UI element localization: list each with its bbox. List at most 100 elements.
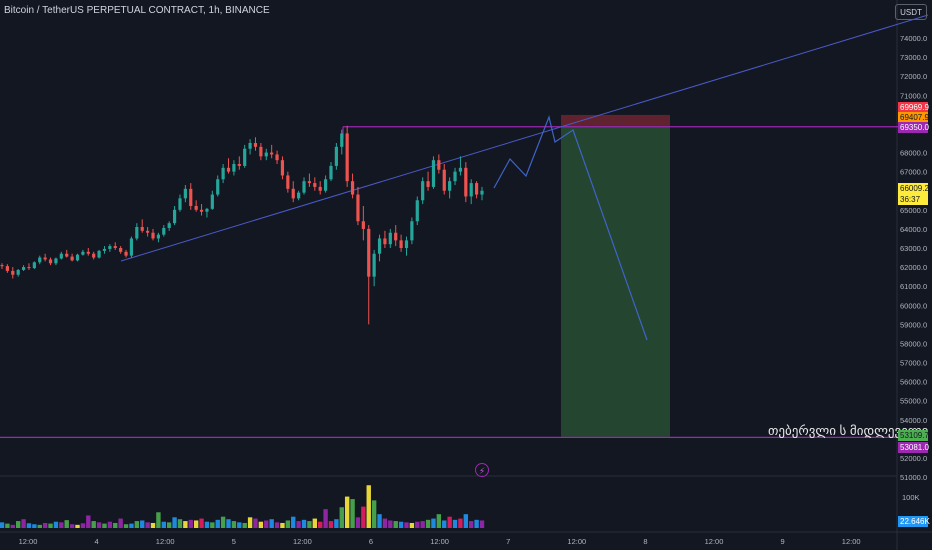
candle bbox=[356, 186, 360, 226]
candle bbox=[135, 223, 139, 241]
candle bbox=[16, 269, 20, 277]
candle bbox=[248, 139, 252, 155]
volume-bar bbox=[145, 522, 150, 528]
volume-bar bbox=[371, 500, 377, 528]
candle bbox=[113, 242, 117, 250]
candle bbox=[199, 204, 204, 216]
candle bbox=[38, 255, 42, 265]
lightning-icon[interactable]: ⚡ bbox=[475, 463, 489, 477]
price-tick-label: 56000.0 bbox=[900, 378, 927, 387]
candle bbox=[11, 267, 15, 279]
candle bbox=[286, 171, 290, 193]
volume-bar bbox=[264, 520, 269, 528]
time-tick-label: 8 bbox=[643, 537, 647, 546]
candle bbox=[183, 185, 187, 203]
candle bbox=[102, 246, 107, 254]
volume-bar bbox=[231, 521, 237, 528]
currency-button[interactable]: USDT bbox=[895, 4, 927, 20]
stop-loss-zone[interactable] bbox=[561, 114, 670, 126]
candle bbox=[178, 194, 182, 212]
candle bbox=[431, 156, 436, 189]
volume-bar bbox=[220, 516, 226, 528]
volume-bar bbox=[479, 520, 485, 528]
volume-bar bbox=[361, 506, 366, 528]
volume-bar bbox=[15, 521, 21, 528]
volume-bar bbox=[140, 520, 145, 528]
price-tick-label: 72000.0 bbox=[900, 72, 927, 81]
time-tick-label: 12:00 bbox=[705, 537, 724, 546]
candle bbox=[345, 125, 349, 187]
chart-annotation-text: თებერვლი ს მიდლეველი bbox=[768, 423, 929, 438]
take-profit-zone[interactable] bbox=[561, 125, 670, 437]
volume-bar bbox=[123, 524, 129, 528]
candle bbox=[81, 249, 85, 256]
time-tick-label: 12:00 bbox=[19, 537, 38, 546]
candle bbox=[404, 236, 409, 256]
volume-bar bbox=[301, 519, 307, 528]
price-tick-label: 63000.0 bbox=[900, 244, 927, 253]
volume-bar bbox=[53, 521, 59, 528]
candle bbox=[480, 186, 484, 201]
candle bbox=[146, 227, 150, 237]
chart-title: Bitcoin / TetherUS PERPETUAL CONTRACT, 1… bbox=[4, 5, 270, 16]
candle bbox=[388, 228, 392, 248]
trend-line[interactable] bbox=[120, 14, 929, 262]
candle bbox=[448, 177, 452, 199]
candle bbox=[302, 177, 306, 195]
volume-bar bbox=[172, 517, 177, 528]
price-tag: 69407.9 bbox=[898, 112, 929, 123]
candle bbox=[172, 206, 177, 226]
projection-path[interactable] bbox=[493, 114, 648, 341]
volume-bar bbox=[382, 518, 388, 528]
volume-bar bbox=[80, 523, 86, 528]
volume-bar bbox=[42, 522, 48, 528]
candle bbox=[367, 225, 371, 325]
volume-bar bbox=[86, 515, 91, 528]
price-tick-label: 68000.0 bbox=[900, 149, 927, 158]
candle bbox=[399, 234, 403, 252]
price-tag: 53109.7 bbox=[898, 430, 929, 441]
candle bbox=[318, 181, 322, 195]
volume-bar bbox=[188, 519, 193, 528]
candle bbox=[216, 175, 220, 197]
volume-bar bbox=[21, 519, 26, 528]
volume-bar bbox=[415, 521, 420, 528]
volume-bar bbox=[5, 523, 10, 528]
volume-bar bbox=[269, 519, 274, 528]
candle bbox=[237, 156, 241, 170]
volume-bar bbox=[458, 518, 463, 528]
volume-bar bbox=[59, 522, 64, 528]
volume-bar bbox=[323, 509, 328, 528]
candle bbox=[210, 190, 214, 210]
volume-bar bbox=[150, 522, 156, 528]
volume-bar bbox=[431, 518, 436, 528]
volume-bar bbox=[183, 521, 188, 528]
candle bbox=[5, 264, 9, 273]
volume-bar bbox=[350, 499, 355, 528]
candle bbox=[140, 219, 144, 233]
volume-bar bbox=[161, 521, 166, 528]
candle bbox=[334, 143, 338, 170]
volume-bar bbox=[463, 514, 469, 528]
candle bbox=[205, 207, 209, 218]
candle bbox=[124, 249, 128, 258]
price-tick-label: 51000.0 bbox=[900, 473, 927, 482]
candle bbox=[275, 150, 279, 164]
volume-current-tag: 22.646K bbox=[898, 516, 930, 527]
candle bbox=[156, 232, 161, 243]
volume-bar bbox=[291, 516, 296, 528]
volume-bar bbox=[280, 522, 285, 528]
candle bbox=[151, 228, 155, 241]
price-tag: 53081.0 bbox=[898, 442, 929, 453]
candle bbox=[65, 249, 69, 258]
time-tick-label: 7 bbox=[506, 537, 510, 546]
candle bbox=[70, 253, 74, 262]
candle bbox=[291, 181, 295, 203]
candle bbox=[383, 230, 387, 248]
candle bbox=[221, 164, 225, 184]
price-tick-label: 64000.0 bbox=[900, 225, 927, 234]
candle bbox=[243, 144, 247, 168]
price-tick-label: 60000.0 bbox=[900, 301, 927, 310]
volume-bar bbox=[118, 518, 123, 528]
